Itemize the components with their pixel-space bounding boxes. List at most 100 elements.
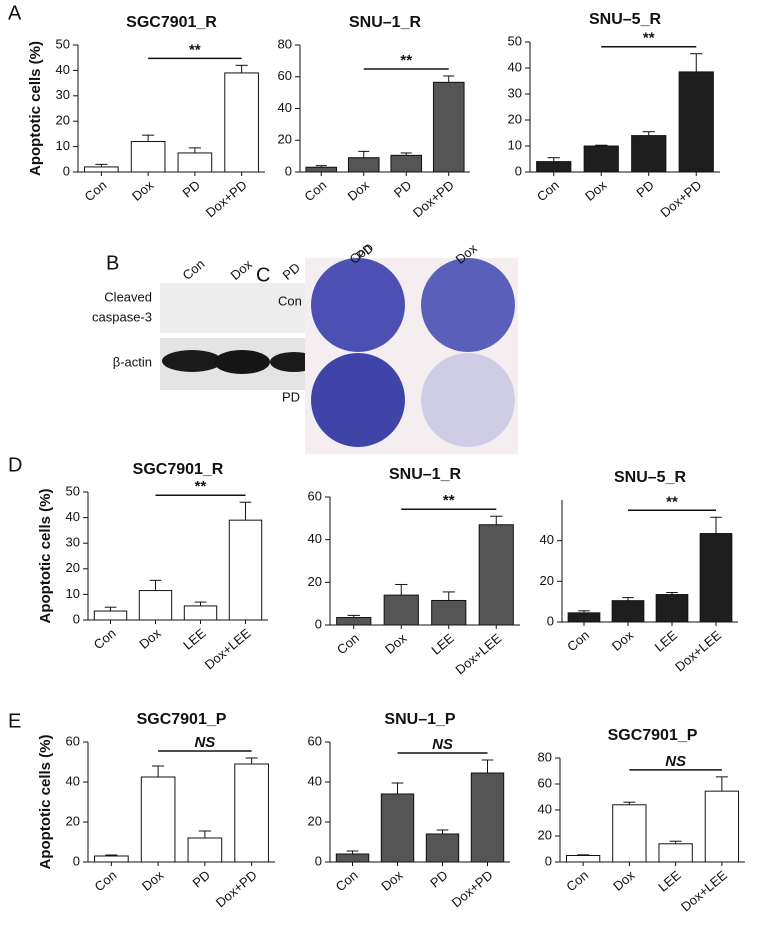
y-tick-label: 20 xyxy=(538,827,552,842)
plate xyxy=(421,353,515,447)
bar xyxy=(224,72,259,173)
chart-title: SNU–1_R xyxy=(389,466,461,483)
x-tick-label: Dox+PD xyxy=(203,177,250,220)
x-tick-label: PD xyxy=(391,177,414,200)
y-tick-label: 60 xyxy=(278,68,292,83)
bar xyxy=(234,763,269,863)
x-tick-label: Dox xyxy=(139,867,167,894)
blot-row-label: Cleaved xyxy=(104,289,152,304)
x-tick-label: Dox xyxy=(382,630,410,657)
y-tick-label: 60 xyxy=(308,488,322,503)
bar xyxy=(567,612,601,623)
x-tick-label: Dox+PD xyxy=(657,177,704,220)
bar xyxy=(140,776,176,863)
x-tick-label: PD xyxy=(633,177,656,200)
x-tick-label: LEE xyxy=(180,625,209,652)
chart-title: SNU–1_R xyxy=(349,14,421,31)
x-tick-label: Dox xyxy=(129,177,157,204)
bar xyxy=(536,161,572,173)
bar xyxy=(583,145,619,173)
annotation: NS xyxy=(665,753,686,770)
blot-lane-label: Con xyxy=(179,256,207,283)
x-tick-label: Dox+PD xyxy=(449,867,496,910)
y-tick-label: 40 xyxy=(56,62,70,77)
y-tick-label: 10 xyxy=(66,586,80,601)
y-tick-label: 20 xyxy=(508,111,522,126)
y-tick-label: 0 xyxy=(545,853,552,868)
chart-title: SGC7901_P xyxy=(608,727,698,744)
y-tick-label: 50 xyxy=(56,36,70,51)
y-tick-label: 20 xyxy=(308,574,322,589)
x-tick-label: Con xyxy=(82,177,110,204)
x-tick-label: Con xyxy=(92,867,120,894)
bar xyxy=(183,605,218,621)
y-tick-label: 10 xyxy=(56,138,70,153)
y-tick-label: 40 xyxy=(538,801,552,816)
annotation: NS xyxy=(432,736,453,753)
chart-title: SGC7901_P xyxy=(137,711,227,728)
x-tick-label: PD xyxy=(427,867,450,890)
bar xyxy=(565,855,601,863)
bar xyxy=(631,135,667,173)
x-tick-label: Con xyxy=(301,177,329,204)
y-tick-label: 50 xyxy=(508,33,522,48)
plate xyxy=(311,258,405,352)
x-tick-label: Con xyxy=(334,630,362,657)
annotation: ** xyxy=(400,52,412,69)
y-tick-label: 0 xyxy=(73,611,80,626)
y-tick-label: 0 xyxy=(515,163,522,178)
panel-label: C xyxy=(256,264,270,286)
bar xyxy=(138,590,173,621)
x-tick-label: PD xyxy=(190,867,213,890)
x-tick-label: LEE xyxy=(652,627,681,654)
y-tick-label: 0 xyxy=(315,853,322,868)
y-tick-label: 40 xyxy=(308,773,322,788)
x-tick-label: Dox+LEE xyxy=(672,627,724,674)
chart-title: SNU–5_R xyxy=(614,469,686,486)
bar xyxy=(94,855,129,863)
blot-row-label: β-actin xyxy=(113,354,152,369)
y-tick-label: 10 xyxy=(508,137,522,152)
bar xyxy=(130,141,166,173)
bar xyxy=(611,600,645,623)
x-tick-label: Dox xyxy=(378,867,406,894)
x-tick-label: Dox xyxy=(582,177,610,204)
blot-band xyxy=(162,350,222,372)
x-tick-label: Dox xyxy=(610,867,638,894)
panel-label: A xyxy=(8,2,22,24)
y-tick-label: 60 xyxy=(66,733,80,748)
x-tick-label: Dox xyxy=(345,177,373,204)
blot-lane-label: PD xyxy=(279,260,302,283)
y-tick-label: 0 xyxy=(63,163,70,178)
panel-label: D xyxy=(8,454,22,476)
bar xyxy=(336,617,372,626)
y-tick-label: 20 xyxy=(278,132,292,147)
bar xyxy=(187,837,223,863)
annotation: ** xyxy=(443,492,455,509)
y-tick-label: 30 xyxy=(508,85,522,100)
x-tick-label: Dox xyxy=(136,625,164,652)
y-axis-label: Apoptotic cells (%) xyxy=(37,734,54,869)
annotation: ** xyxy=(195,478,207,495)
x-tick-label: Dox+PD xyxy=(213,867,260,910)
bar xyxy=(478,524,514,626)
x-tick-label: Dox+PD xyxy=(410,177,457,220)
bar xyxy=(383,594,419,626)
x-tick-label: Con xyxy=(534,177,562,204)
annotation: NS xyxy=(194,734,215,751)
y-tick-label: 80 xyxy=(278,36,292,51)
y-tick-label: 20 xyxy=(308,813,322,828)
x-tick-label: PD xyxy=(180,177,203,200)
y-tick-label: 0 xyxy=(285,163,292,178)
blot-row-label: caspase-3 xyxy=(92,309,152,324)
y-tick-label: 0 xyxy=(315,616,322,631)
y-tick-label: 30 xyxy=(66,535,80,550)
bar xyxy=(425,833,460,863)
bar xyxy=(658,843,693,863)
y-tick-label: 20 xyxy=(66,560,80,575)
y-tick-label: 60 xyxy=(538,775,552,790)
y-axis-label: Apoptotic cells (%) xyxy=(27,41,44,176)
bar xyxy=(678,71,714,173)
bar xyxy=(335,853,370,863)
bar xyxy=(655,594,689,623)
